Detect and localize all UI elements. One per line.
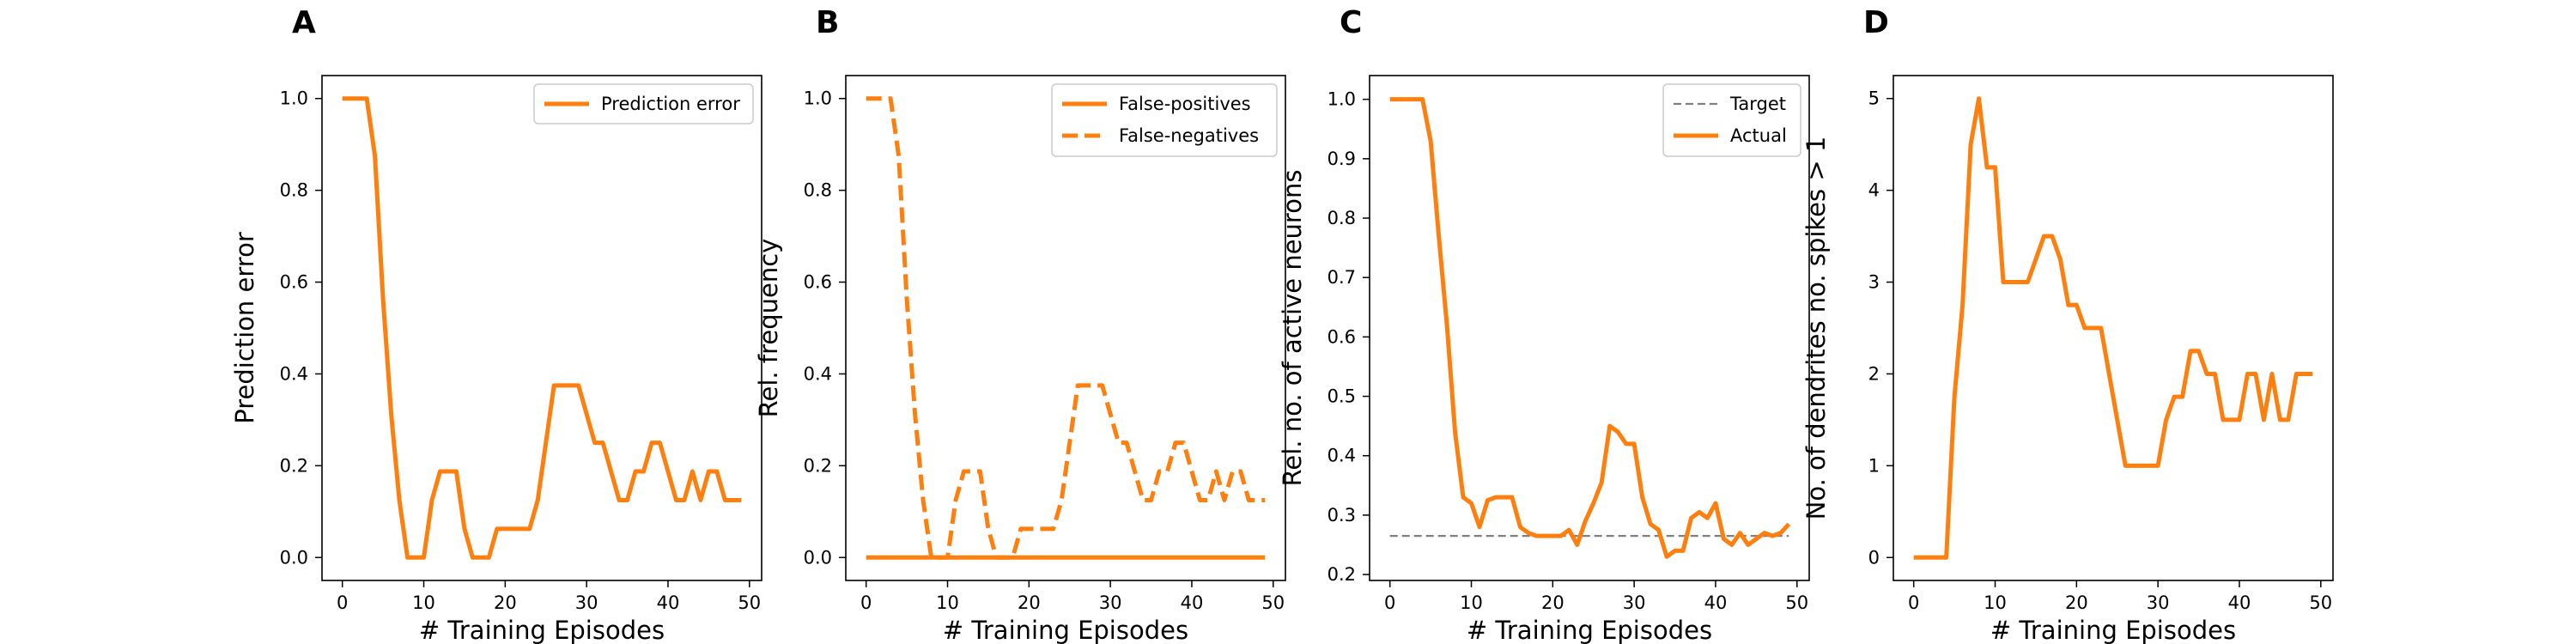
x-tick-label: 20 xyxy=(494,592,517,613)
legend-entry: Target xyxy=(1729,94,1786,114)
y-tick-label: 0.6 xyxy=(1327,326,1356,347)
x-tick-label: 40 xyxy=(1181,592,1204,613)
y-tick-label: 0.4 xyxy=(804,363,832,384)
series-line-false-negatives xyxy=(866,96,1266,560)
panel-label: A xyxy=(292,5,316,40)
y-tick-label: 0.2 xyxy=(1327,564,1356,585)
x-tick-label: 20 xyxy=(1541,592,1564,613)
y-tick-label: 0.4 xyxy=(1327,446,1356,466)
y-tick-label: 0.6 xyxy=(280,272,308,293)
x-tick-label: 10 xyxy=(1460,592,1483,613)
x-tick-label: 30 xyxy=(1623,592,1646,613)
y-tick-label: 0.8 xyxy=(1327,208,1356,228)
x-tick-label: 50 xyxy=(1261,592,1285,613)
series-line-actual xyxy=(1389,97,1791,559)
legend: Target Actual xyxy=(1662,83,1801,157)
legend-entry: False-negatives xyxy=(1119,125,1259,146)
legend: Prediction error xyxy=(533,83,754,125)
x-axis-label: # Training Episodes xyxy=(943,616,1188,644)
axes-frame xyxy=(845,75,1286,581)
series-line-prediction-error xyxy=(342,96,742,560)
y-axis-label: Rel. frequency xyxy=(754,239,783,418)
legend-entry: Actual xyxy=(1730,125,1787,146)
y-tick-label: 0.0 xyxy=(280,547,308,568)
y-tick-label: 0.4 xyxy=(280,363,308,384)
x-tick-label: 30 xyxy=(2147,592,2170,613)
x-tick-label: 10 xyxy=(412,592,435,613)
legend-frame xyxy=(1051,83,1278,157)
x-tick-label: 50 xyxy=(738,592,761,613)
axes-frame xyxy=(1369,75,1810,581)
x-tick-label: 30 xyxy=(575,592,598,613)
x-tick-label: 50 xyxy=(1785,592,1808,613)
y-axis-label: Rel. no. of active neurons xyxy=(1278,170,1307,487)
y-tick-label: 1 xyxy=(1868,455,1880,476)
panel-d: D 0 10 20 30 40 50 0 1 2 3 4 5 # Training Episodes No.… xyxy=(1801,5,2334,644)
x-tick-label: 10 xyxy=(1984,592,2007,613)
y-tick-label: 0.0 xyxy=(804,547,832,568)
x-tick-label: 0 xyxy=(1384,592,1395,613)
x-tick-label: 40 xyxy=(657,592,680,613)
y-tick-label: 0 xyxy=(1868,547,1880,568)
y-tick-label: 0.6 xyxy=(804,272,832,293)
panel-a: A 0 10 20 30 40 50 0.0 0.2 0.4 0.6 0.8 1.0 # Training… xyxy=(230,5,762,644)
y-axis-label: No. of dendrites no. spikes > 1 xyxy=(1801,137,1831,520)
panel-label: B xyxy=(816,5,839,40)
x-axis-label: # Training Episodes xyxy=(419,616,665,644)
x-tick-label: 20 xyxy=(2065,592,2088,613)
panel-b: B 0 10 20 30 40 50 0.0 0.2 0.4 0.6 0.8 1.0 # Training… xyxy=(754,5,1286,644)
x-axis-label: # Training Episodes xyxy=(1467,616,1712,644)
legend: False-positives False-negatives xyxy=(1051,83,1278,157)
panel-label: C xyxy=(1340,5,1362,40)
x-axis-label: # Training Episodes xyxy=(1990,616,2236,644)
legend-frame xyxy=(1662,83,1801,157)
y-tick-label: 0.3 xyxy=(1327,505,1356,526)
y-tick-label: 0.5 xyxy=(1327,386,1356,407)
x-tick-label: 0 xyxy=(337,592,348,613)
x-tick-label: 30 xyxy=(1099,592,1122,613)
y-tick-label: 1.0 xyxy=(280,88,308,109)
axes-frame xyxy=(1893,75,2334,581)
y-tick-label: 2 xyxy=(1868,363,1880,384)
y-tick-label: 0.7 xyxy=(1327,267,1356,288)
panel-c: C 0 10 20 30 40 50 0.2 0.3 0.4 0.5 0.6 0.7 0.8 0.9 1.0 #… xyxy=(1278,5,1810,644)
x-tick-label: 40 xyxy=(2228,592,2251,613)
x-tick-label: 0 xyxy=(1908,592,1919,613)
y-tick-label: 0.9 xyxy=(1327,149,1356,169)
y-tick-label: 0.8 xyxy=(804,180,832,201)
x-tick-label: 10 xyxy=(936,592,959,613)
axes-frame xyxy=(321,75,762,581)
y-tick-label: 3 xyxy=(1868,272,1880,293)
series-line-series xyxy=(1913,96,2313,560)
x-tick-label: 50 xyxy=(2309,592,2332,613)
y-axis-label: Prediction error xyxy=(230,232,259,424)
y-tick-label: 0.8 xyxy=(280,180,308,201)
y-tick-label: 5 xyxy=(1868,88,1880,109)
x-tick-label: 40 xyxy=(1704,592,1728,613)
y-tick-label: 1.0 xyxy=(1327,89,1356,110)
legend-entry: False-positives xyxy=(1119,94,1251,114)
x-tick-label: 20 xyxy=(1018,592,1041,613)
y-tick-label: 4 xyxy=(1868,180,1880,201)
panel-label: D xyxy=(1863,5,1889,40)
x-tick-label: 0 xyxy=(860,592,872,613)
y-tick-label: 1.0 xyxy=(804,88,832,109)
legend-frame xyxy=(533,83,754,125)
y-tick-label: 0.2 xyxy=(804,455,832,476)
legend-entry: Prediction error xyxy=(601,94,740,114)
y-tick-label: 0.2 xyxy=(280,455,308,476)
